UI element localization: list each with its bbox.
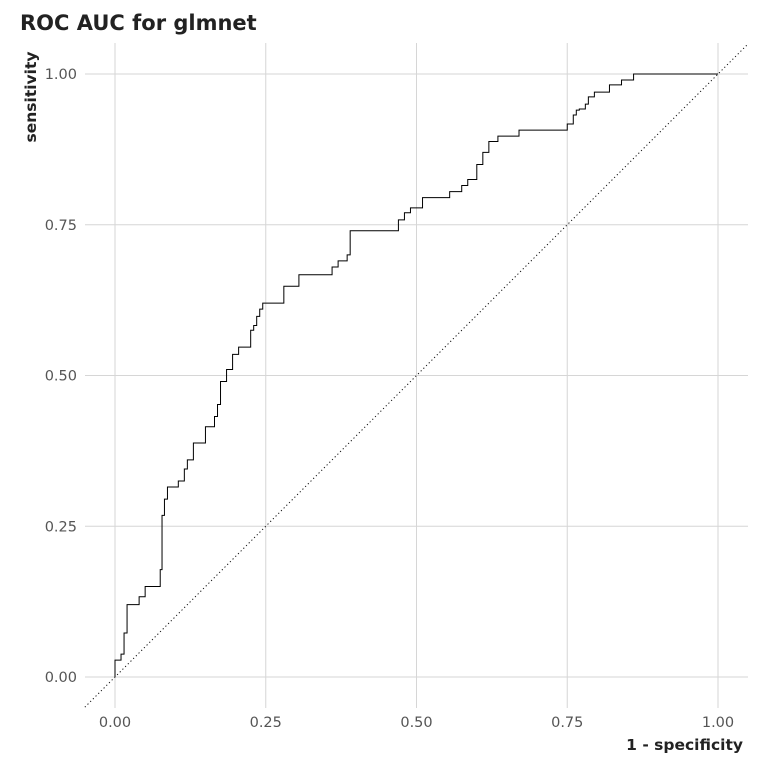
y-tick-label: 0.75 xyxy=(45,218,77,234)
x-tick-label: 0.25 xyxy=(250,715,282,731)
y-axis-title: sensitivity xyxy=(22,52,40,143)
chart-title: ROC AUC for glmnet xyxy=(20,11,257,35)
x-tick-label: 0.50 xyxy=(400,715,432,731)
x-tick-label: 0.75 xyxy=(551,715,583,731)
roc-curve-layer xyxy=(114,73,718,677)
y-tick-label: 0.50 xyxy=(45,369,77,385)
roc-curve-line xyxy=(114,73,718,677)
x-tick-label: 1.00 xyxy=(702,715,734,731)
reference-line xyxy=(84,43,749,708)
x-axis-ticks: 0.00 0.25 0.50 0.75 1.00 xyxy=(99,715,734,731)
y-tick-label: 1.00 xyxy=(45,67,77,83)
y-tick-label: 0.00 xyxy=(45,670,77,686)
x-tick-label: 0.00 xyxy=(99,715,131,731)
x-axis-title: 1 - specificity xyxy=(626,736,743,754)
y-axis-ticks: 0.00 0.25 0.50 0.75 1.00 xyxy=(45,67,77,686)
reference-diagonal xyxy=(84,43,749,708)
grid xyxy=(85,43,748,708)
y-tick-label: 0.25 xyxy=(45,519,77,535)
